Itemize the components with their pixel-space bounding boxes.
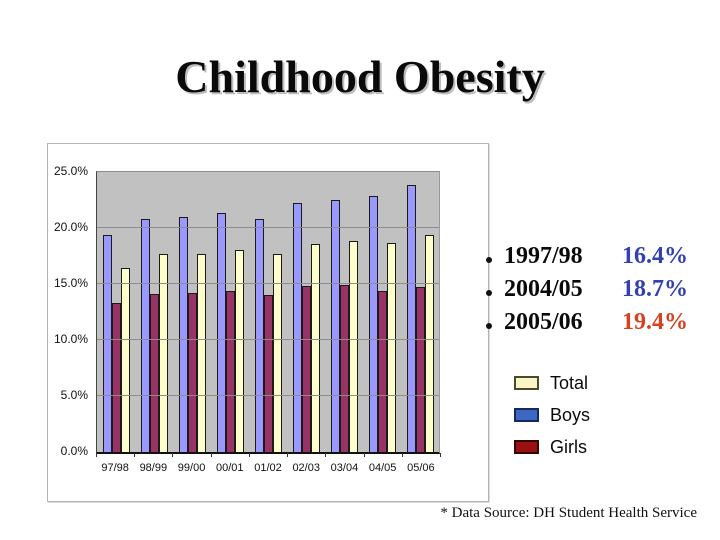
x-tick bbox=[97, 453, 136, 457]
x-tick-label: 01/02 bbox=[254, 462, 282, 474]
x-tick-label: 00/01 bbox=[216, 462, 244, 474]
bar-total bbox=[386, 243, 396, 452]
bar-boys bbox=[216, 213, 226, 452]
chart-legend: Total Boys Girls bbox=[514, 367, 590, 463]
x-tick bbox=[403, 453, 441, 457]
gridline bbox=[97, 283, 439, 284]
x-tick bbox=[326, 453, 365, 457]
bar-boys bbox=[102, 235, 112, 452]
bar-total bbox=[234, 250, 244, 452]
bar-boys bbox=[292, 203, 302, 452]
bar-girls bbox=[187, 293, 197, 452]
gridline bbox=[97, 227, 439, 228]
x-axis-labels: 97/98 98/99 99/00 00/01 01/02 02/03 03/04 04/05… bbox=[96, 462, 440, 474]
bar-boys bbox=[368, 196, 378, 452]
bullet-year: 2005/06 bbox=[504, 309, 583, 335]
bullet-value: 16.4% bbox=[622, 243, 688, 269]
legend-item: Total bbox=[514, 367, 590, 399]
bullet-list: 1997/98 16.4% 2004/05 18.7% 2005/06 19.4% bbox=[486, 243, 706, 342]
bar-group bbox=[401, 172, 439, 452]
y-tick-label: 25.0% bbox=[53, 164, 88, 178]
bullet-year: 2004/05 bbox=[504, 276, 583, 302]
bar-total bbox=[120, 268, 130, 452]
bar-girls bbox=[263, 295, 273, 452]
y-tick-label: 5.0% bbox=[60, 388, 88, 402]
bullet-year: 1997/98 bbox=[504, 243, 583, 269]
bar-total bbox=[310, 244, 320, 452]
bar-group bbox=[173, 172, 211, 452]
y-tick-label: 15.0% bbox=[53, 276, 88, 290]
bar-girls bbox=[377, 291, 387, 452]
bar-girls bbox=[415, 287, 425, 452]
obesity-bar-chart: 25.0% 20.0% 15.0% 10.0% 5.0% 0.0% 97/98 98/99 9… bbox=[47, 143, 489, 502]
x-tick bbox=[288, 453, 327, 457]
bullet-item: 2005/06 19.4% bbox=[486, 309, 706, 342]
bar-groups bbox=[97, 172, 439, 452]
bar-girls bbox=[301, 286, 311, 452]
bar-group bbox=[287, 172, 325, 452]
legend-item: Boys bbox=[514, 399, 590, 431]
bar-total bbox=[196, 254, 206, 452]
legend-label: Total bbox=[550, 372, 589, 393]
y-tick-label: 0.0% bbox=[60, 444, 88, 458]
x-tick bbox=[212, 453, 250, 457]
gridline bbox=[97, 339, 439, 340]
legend-swatch-girls bbox=[514, 440, 539, 454]
bar-total bbox=[158, 254, 168, 452]
x-tick bbox=[135, 453, 174, 457]
bar-boys bbox=[178, 217, 188, 452]
bar-total bbox=[348, 241, 358, 452]
bar-girls bbox=[149, 294, 159, 452]
bar-boys bbox=[140, 219, 150, 452]
chart-plot-wrap: 25.0% 20.0% 15.0% 10.0% 5.0% 0.0% 97/98 98/99 9… bbox=[48, 144, 488, 501]
x-tick bbox=[173, 453, 212, 457]
bar-total bbox=[424, 235, 434, 452]
bullet-value: 19.4% bbox=[622, 309, 688, 335]
x-tick-label: 05/06 bbox=[407, 462, 435, 474]
x-tick-label: 98/99 bbox=[139, 462, 168, 474]
y-axis-labels: 25.0% 20.0% 15.0% 10.0% 5.0% 0.0% bbox=[48, 164, 90, 458]
bar-group bbox=[325, 172, 363, 452]
plot-area bbox=[96, 171, 440, 454]
bullet-item: 1997/98 16.4% bbox=[486, 243, 706, 276]
bar-girls bbox=[111, 303, 121, 452]
x-axis-ticks bbox=[96, 453, 441, 457]
bullet-icon bbox=[486, 256, 492, 263]
bar-boys bbox=[330, 200, 340, 452]
footnote: * Data Source: DH Student Health Service bbox=[440, 505, 697, 521]
x-tick-label: 04/05 bbox=[368, 462, 397, 474]
bar-total bbox=[272, 254, 282, 452]
bar-girls bbox=[225, 291, 235, 452]
bar-girls bbox=[339, 285, 349, 452]
x-tick bbox=[365, 453, 403, 457]
x-tick-label: 99/00 bbox=[177, 462, 206, 474]
bullet-item: 2004/05 18.7% bbox=[486, 276, 706, 309]
gridline bbox=[97, 395, 439, 396]
x-tick bbox=[250, 453, 289, 457]
legend-label: Girls bbox=[550, 436, 587, 457]
bar-group bbox=[135, 172, 173, 452]
legend-swatch-total bbox=[514, 376, 539, 390]
slide-title: Childhood Obesity bbox=[175, 51, 545, 102]
bar-group bbox=[211, 172, 249, 452]
y-tick-label: 20.0% bbox=[53, 220, 88, 234]
legend-item: Girls bbox=[514, 431, 590, 463]
bar-group bbox=[249, 172, 287, 452]
bar-boys bbox=[406, 185, 416, 452]
bullet-icon bbox=[486, 322, 492, 329]
x-tick-label: 03/04 bbox=[330, 462, 359, 474]
bullet-icon bbox=[486, 289, 492, 296]
bar-group bbox=[97, 172, 135, 452]
legend-label: Boys bbox=[550, 404, 591, 425]
legend-swatch-boys bbox=[514, 408, 539, 422]
y-tick-label: 10.0% bbox=[53, 332, 88, 346]
x-tick-label: 97/98 bbox=[101, 462, 129, 474]
x-tick-label: 02/03 bbox=[292, 462, 320, 474]
bar-boys bbox=[254, 219, 264, 452]
bar-group bbox=[363, 172, 401, 452]
bullet-value: 18.7% bbox=[622, 276, 688, 302]
